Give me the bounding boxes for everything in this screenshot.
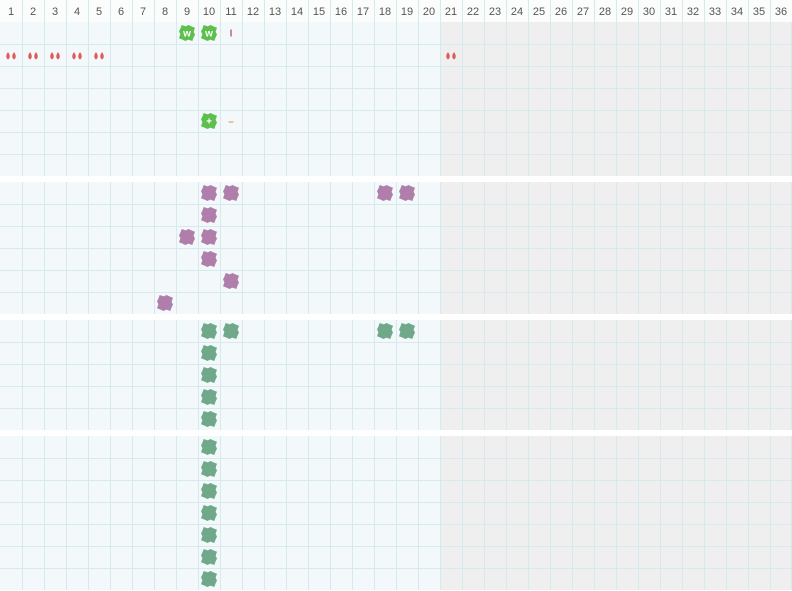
plant-blob [201,411,217,427]
column-number: 18 [379,6,391,18]
cell-label: – [228,117,234,128]
section [0,182,792,314]
plant-blob [223,323,239,339]
drop-icon [94,52,98,60]
section [0,320,792,430]
plant-blob [201,505,217,521]
column-number: 26 [555,6,567,18]
column-number: 2 [30,6,36,18]
column-number: 20 [423,6,435,18]
plant-blob [201,461,217,477]
drop-icon [6,52,10,60]
column-number: 13 [269,6,281,18]
section: w w I + – [0,22,792,176]
column-number: 6 [118,6,124,18]
plant-blob [201,207,217,223]
column-number: 15 [313,6,325,18]
column-number: 32 [687,6,699,18]
plant-blob [223,273,239,289]
plant-blob [201,229,217,245]
plant-blob [201,25,217,41]
cell-label: w [182,29,191,40]
drop-icon [28,52,32,60]
plant-blob [223,185,239,201]
plant-blob [201,571,217,587]
plant-blob [201,185,217,201]
plant-blob [377,185,393,201]
drop-icon [100,52,104,60]
column-number: 3 [52,6,58,18]
section [0,436,792,590]
column-number: 30 [643,6,655,18]
plant-blob [399,185,415,201]
column-number: 10 [203,6,215,18]
plant-blob [201,113,217,129]
column-number: 14 [291,6,303,18]
column-number: 11 [225,6,236,18]
column-number: 4 [74,6,80,18]
drop-icon [452,52,456,60]
plant-blob [201,549,217,565]
column-number: 9 [184,6,190,18]
plant-blob [157,295,173,311]
column-number: 27 [577,6,589,18]
drop-icon [50,52,54,60]
column-number: 1 [8,6,14,18]
drop-icon [12,52,16,60]
column-number: 29 [621,6,633,18]
column-number: 19 [401,6,413,18]
plant-blob [399,323,415,339]
column-number: 22 [467,6,479,18]
drop-icon [34,52,38,60]
column-number: 8 [162,6,168,18]
column-number: 17 [357,6,369,18]
plant-blob [201,389,217,405]
plant-blob [201,345,217,361]
column-number: 25 [533,6,545,18]
plant-blob [377,323,393,339]
column-number: 12 [247,6,259,18]
column-number: 36 [775,6,787,18]
plant-blob [201,367,217,383]
column-number: 24 [511,6,523,18]
drop-icon [446,52,450,60]
plant-blob [201,483,217,499]
column-number: 35 [753,6,765,18]
column-number: 5 [96,6,102,18]
column-number: 7 [140,6,146,18]
column-number: 33 [709,6,721,18]
column-number: 23 [489,6,501,18]
cell-label: w [204,29,213,40]
drop-icon [56,52,60,60]
column-number: 34 [731,6,743,18]
plant-blob [201,323,217,339]
plant-blob [201,251,217,267]
drop-icon [72,52,76,60]
cell-label: + [206,117,212,128]
column-number: 31 [665,6,677,18]
column-number: 28 [599,6,611,18]
column-number: 16 [335,6,347,18]
plant-blob [201,527,217,543]
plant-blob [179,25,195,41]
plant-blob [201,439,217,455]
cell-label: I [230,29,233,40]
drop-icon [78,52,82,60]
column-number: 21 [445,6,457,18]
plant-blob [179,229,195,245]
